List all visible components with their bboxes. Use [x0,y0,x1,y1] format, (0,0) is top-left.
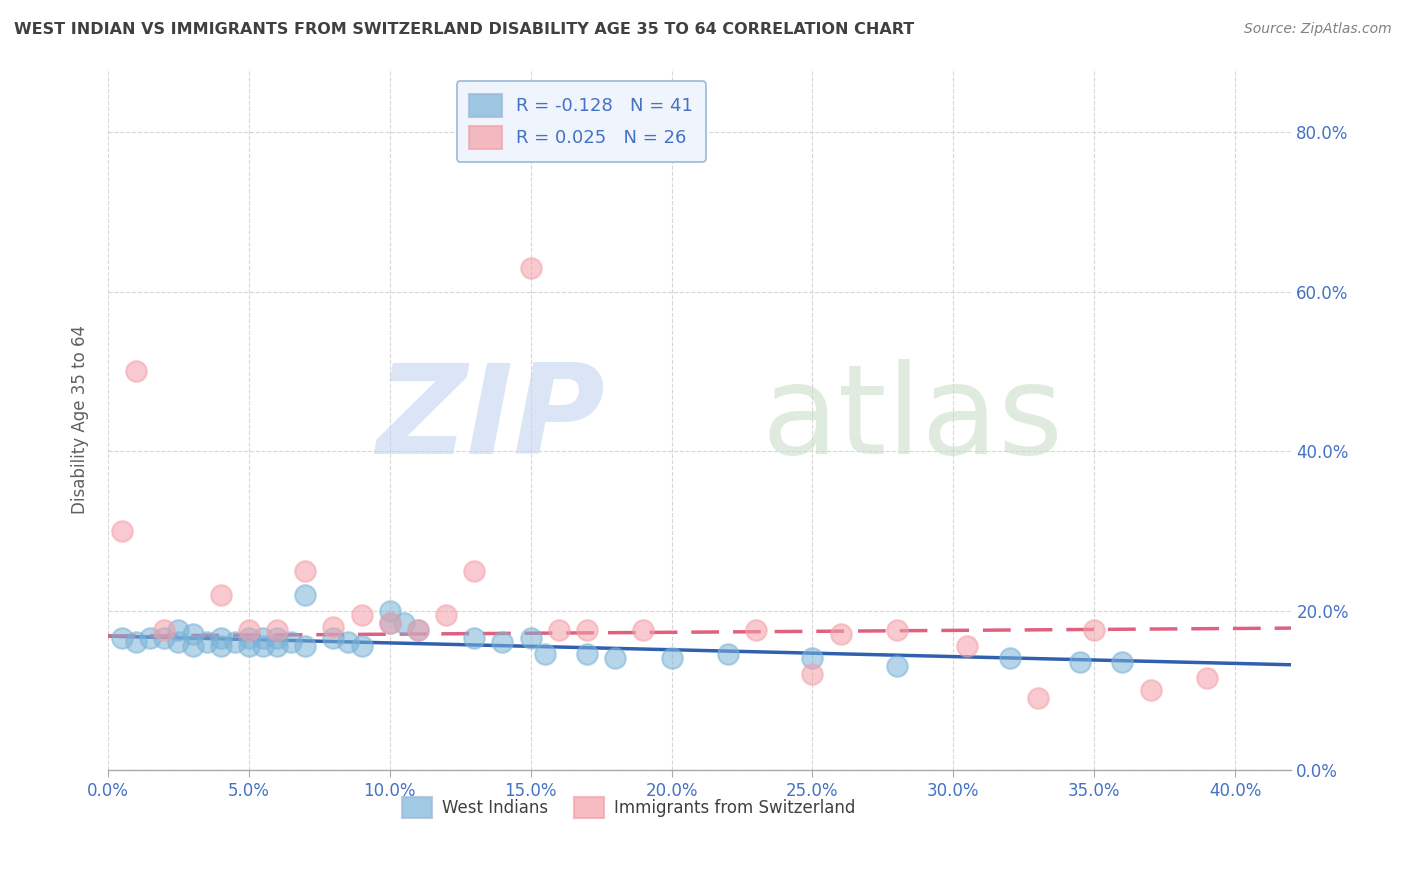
Point [661,651,683,665]
Point [378,615,401,630]
Point [1195,671,1218,685]
Point [238,640,260,654]
Point [336,635,359,649]
Text: atlas: atlas [762,359,1064,480]
Point [209,640,232,654]
Point [139,632,162,646]
Point [1111,656,1133,670]
Point [956,640,979,654]
Point [576,624,599,638]
Point [463,632,485,646]
Point [801,667,824,681]
Point [406,624,429,638]
Point [1069,656,1091,670]
Point [266,624,288,638]
Point [717,648,740,662]
Legend: West Indians, Immigrants from Switzerland: West Indians, Immigrants from Switzerlan… [396,790,862,825]
Text: WEST INDIAN VS IMMIGRANTS FROM SWITZERLAND DISABILITY AGE 35 TO 64 CORRELATION C: WEST INDIAN VS IMMIGRANTS FROM SWITZERLA… [14,22,914,37]
Point [294,564,316,578]
Point [238,624,260,638]
Point [294,640,316,654]
Point [547,624,569,638]
Point [280,635,302,649]
Point [294,588,316,602]
Point [322,619,344,633]
Point [252,632,274,646]
Point [434,607,457,622]
Point [322,632,344,646]
Point [998,651,1021,665]
Point [830,627,852,641]
Point [350,607,373,622]
Point [519,632,541,646]
Point [209,588,232,602]
Point [125,364,148,378]
Point [519,260,541,275]
Point [463,564,485,578]
Point [167,635,190,649]
Point [153,624,176,638]
Point [378,603,401,617]
Point [224,635,246,649]
Point [195,635,218,649]
Point [633,624,655,638]
Point [745,624,768,638]
Point [111,524,134,538]
Point [252,640,274,654]
Point [1083,624,1105,638]
Point [801,651,824,665]
Point [181,640,204,654]
Point [886,624,908,638]
Point [153,632,176,646]
Point [125,635,148,649]
Point [266,640,288,654]
Point [576,648,599,662]
Point [378,615,401,630]
Y-axis label: Disability Age 35 to 64: Disability Age 35 to 64 [72,325,89,514]
Point [406,624,429,638]
Point [266,632,288,646]
Point [238,632,260,646]
Text: ZIP: ZIP [377,359,605,480]
Point [1026,691,1049,706]
Point [1139,683,1161,698]
Point [181,627,204,641]
Point [111,632,134,646]
Point [886,659,908,673]
Text: Source: ZipAtlas.com: Source: ZipAtlas.com [1244,22,1392,37]
Point [350,640,373,654]
Point [491,635,513,649]
Point [533,648,555,662]
Point [167,624,190,638]
Point [209,632,232,646]
Point [605,651,627,665]
Point [392,615,415,630]
